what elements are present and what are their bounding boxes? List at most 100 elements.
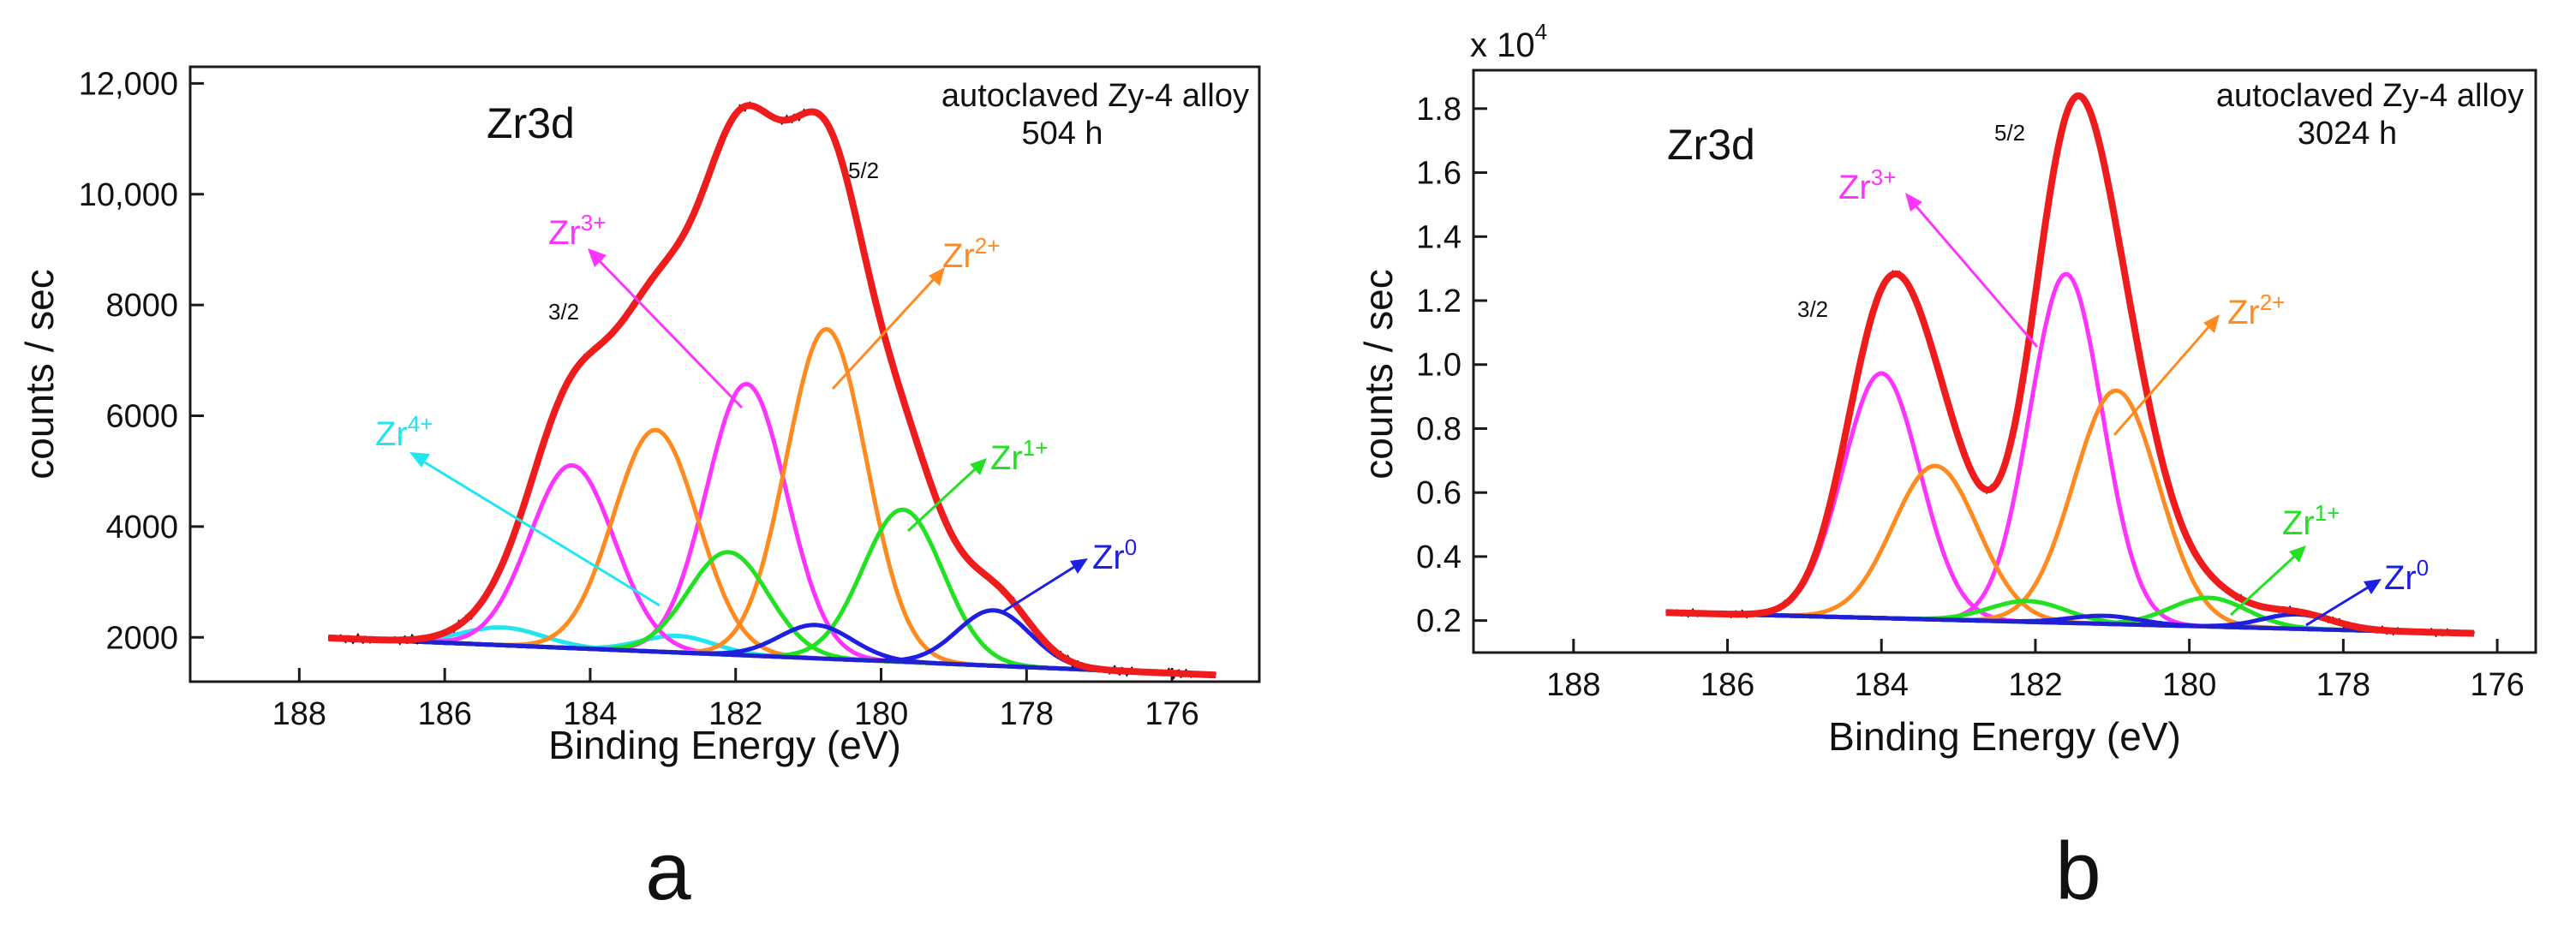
panel-a-x-axis-label: Binding Energy (eV) bbox=[548, 723, 901, 767]
x-tick-label: 186 bbox=[1700, 667, 1754, 703]
panel-a-peak-label-5-2: 5/2 bbox=[848, 158, 879, 183]
x-tick-label: 186 bbox=[417, 696, 471, 732]
panel-b-zr1-label: Zr1+ bbox=[2229, 500, 2340, 617]
x-tick-label: 178 bbox=[1000, 696, 1054, 732]
panel-a-zr0-label: Zr0 bbox=[1000, 534, 1137, 615]
envelope-fit-line bbox=[328, 102, 1216, 679]
x-tick-label: 184 bbox=[563, 696, 617, 732]
panel-a-plot-frame bbox=[188, 65, 1261, 683]
x-tick-label: 178 bbox=[2316, 667, 2370, 703]
x-tick-label: 188 bbox=[272, 696, 326, 732]
y-tick-label: 0.8 bbox=[1416, 411, 1461, 447]
y-tick-label: 6000 bbox=[105, 399, 178, 435]
panel-b-chart: 188 186 184 182 180 178 176 0.2 0.4 0.6 0.8 1.0 1.2… bbox=[1356, 19, 2537, 917]
panel-b-title: Zr3d bbox=[1667, 121, 1755, 169]
panel-a-x-ticks: 188 186 184 182 180 178 176 bbox=[272, 668, 1199, 732]
zr1-label-charge: 1+ bbox=[1023, 435, 1049, 461]
component-peak-Zr3plus-2 bbox=[1665, 271, 2475, 636]
panel-a-zr1-label: Zr1+ bbox=[906, 435, 1048, 533]
y-tick-label: 0.6 bbox=[1416, 475, 1461, 511]
panel-b-plot-frame bbox=[1472, 69, 2537, 654]
y-tick-label: 1.2 bbox=[1416, 283, 1461, 319]
y-tick-label: 2000 bbox=[105, 620, 178, 656]
svg-text:Zr3+: Zr3+ bbox=[1838, 164, 1896, 206]
x-tick-label: 180 bbox=[2162, 667, 2216, 703]
panel-a-y-ticks: 2000 4000 6000 8000 10,000 12,000 bbox=[79, 66, 204, 656]
zr3-label-species: Zr bbox=[548, 214, 581, 252]
svg-text:Zr1+: Zr1+ bbox=[990, 435, 1048, 477]
y-tick-label: 0.2 bbox=[1416, 604, 1461, 640]
zr0-label-charge: 0 bbox=[1125, 534, 1137, 560]
y-tick-label: 8000 bbox=[105, 288, 178, 324]
svg-text:Zr4+: Zr4+ bbox=[375, 411, 433, 453]
y-tick-label: 4000 bbox=[105, 510, 178, 546]
panel-a-series bbox=[327, 101, 1217, 680]
y-tick-label: 1.4 bbox=[1416, 219, 1461, 255]
panel-b-series bbox=[1665, 92, 2475, 638]
zr4-label-charge: 4+ bbox=[408, 411, 433, 437]
y-tick-label: 10,000 bbox=[79, 177, 178, 213]
svg-text:Zr0: Zr0 bbox=[1092, 534, 1137, 576]
panel-a-peak-label-3-2: 3/2 bbox=[548, 299, 579, 325]
panel-b-x-ticks: 188 186 184 182 180 178 176 bbox=[1546, 639, 2525, 703]
svg-text:Zr1+: Zr1+ bbox=[2282, 500, 2340, 542]
zr3-label-charge: 3+ bbox=[581, 210, 607, 235]
b-zr0-label-species: Zr bbox=[2384, 559, 2417, 597]
svg-text:Zr3+: Zr3+ bbox=[548, 210, 606, 252]
y-tick-label: 1.6 bbox=[1416, 156, 1461, 192]
zr2-label-charge: 2+ bbox=[975, 233, 1001, 259]
svg-text:Zr2+: Zr2+ bbox=[942, 233, 1000, 275]
component-peak-Zr3plus-1 bbox=[1665, 371, 2475, 636]
panel-b-species-labels: Zr3+ Zr2+ Zr1+ Zr0 bbox=[1838, 164, 2429, 627]
panel-b-x-axis-label: Binding Energy (eV) bbox=[1828, 714, 2181, 759]
panel-b-y-axis-label: counts / sec bbox=[1356, 269, 1401, 479]
x-tick-label: 184 bbox=[1855, 667, 1909, 703]
panel-a-title: Zr3d bbox=[487, 99, 575, 147]
x-tick-label: 180 bbox=[854, 696, 908, 732]
background-line bbox=[328, 635, 1216, 677]
panel-a-zr2-label: Zr2+ bbox=[831, 233, 1000, 390]
y-tick-label: 12,000 bbox=[79, 66, 178, 102]
b-zr1-label-species: Zr bbox=[2282, 504, 2315, 542]
y-tick-label: 0.4 bbox=[1416, 540, 1461, 575]
panel-b-zr0-label: Zr0 bbox=[2305, 555, 2429, 627]
svg-text:Zr2+: Zr2+ bbox=[2227, 289, 2285, 331]
measured-spectrum-line bbox=[1665, 93, 2475, 638]
x-tick-label: 182 bbox=[2008, 667, 2062, 703]
panel-b-peak-label-3-2: 3/2 bbox=[1797, 296, 1828, 322]
x-tick-label: 182 bbox=[708, 696, 762, 732]
x-tick-label: 176 bbox=[1145, 696, 1198, 732]
envelope-fit-line bbox=[1665, 92, 2475, 637]
panel-a-annotation-line1: autoclaved Zy-4 alloy bbox=[941, 78, 1249, 114]
panel-b-letter: b bbox=[2055, 826, 2101, 917]
b-zr3-label-species: Zr bbox=[1838, 169, 1871, 206]
panel-a-zr3-label: Zr3+ bbox=[548, 210, 744, 409]
y-tick-label: 1.0 bbox=[1416, 348, 1461, 384]
panel-a-y-axis-label: counts / sec bbox=[17, 269, 62, 479]
zr2-label-species: Zr bbox=[942, 237, 975, 275]
background-line bbox=[1665, 611, 2475, 635]
panel-a-chart: 188 186 184 182 180 178 176 2000 4000 6000 8000 10… bbox=[17, 65, 1261, 917]
panel-b-annotation-line2: 3024 h bbox=[2298, 116, 2397, 152]
b-zr0-label-charge: 0 bbox=[2417, 555, 2429, 581]
zr1-label-species: Zr bbox=[990, 439, 1023, 477]
svg-text:Zr0: Zr0 bbox=[2384, 555, 2429, 597]
measured-spectrum-line bbox=[327, 101, 1217, 680]
panel-b-annotation-line1: autoclaved Zy-4 alloy bbox=[2216, 78, 2524, 114]
panel-b-y-ticks: 0.2 0.4 0.6 0.8 1.0 1.2 1.4 1.6 1.8 bbox=[1416, 92, 1487, 640]
panel-a-species-labels: Zr4+ Zr3+ Zr2+ Zr1+ Zr0 bbox=[375, 210, 1137, 615]
panel-b-zr2-label: Zr2+ bbox=[2113, 289, 2285, 436]
x-tick-label: 176 bbox=[2470, 667, 2524, 703]
panel-b-zr3-label: Zr3+ bbox=[1838, 164, 2039, 348]
panel-a-annotation-line2: 504 h bbox=[1021, 116, 1103, 152]
panel-b-multiplier: x 104 bbox=[1470, 19, 1547, 64]
b-zr2-label-species: Zr bbox=[2227, 294, 2260, 331]
zr0-label-species: Zr bbox=[1092, 539, 1125, 576]
b-zr2-label-charge: 2+ bbox=[2260, 289, 2286, 315]
x-tick-label: 188 bbox=[1546, 667, 1600, 703]
panel-a-letter: a bbox=[645, 826, 691, 917]
y-tick-label: 1.8 bbox=[1416, 92, 1461, 128]
panel-a-zr4-label: Zr4+ bbox=[375, 411, 660, 607]
b-zr1-label-charge: 1+ bbox=[2315, 500, 2340, 526]
